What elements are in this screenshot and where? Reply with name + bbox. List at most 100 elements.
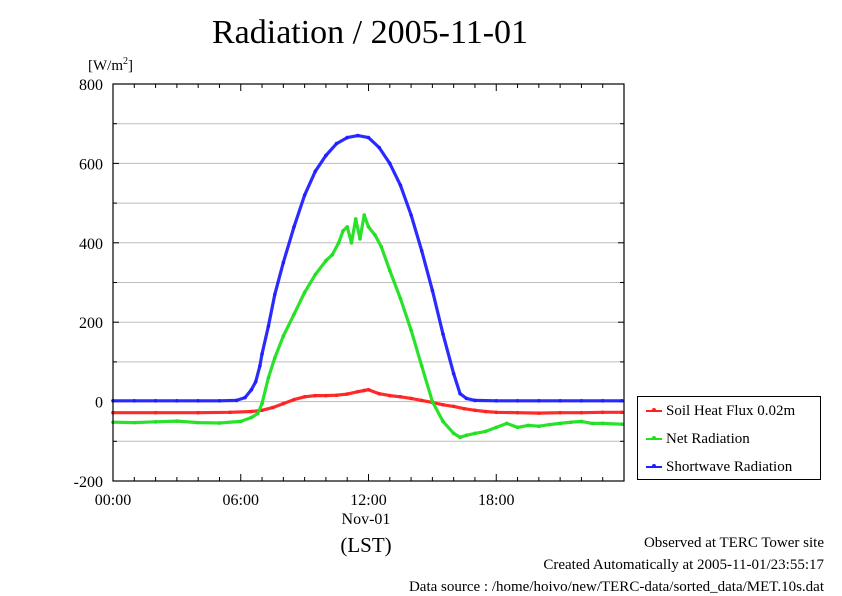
series-point-1 [366, 225, 371, 229]
series-point-1 [153, 420, 158, 424]
series-point-2 [398, 183, 403, 188]
series-point-2 [458, 391, 462, 396]
chart-title: Radiation / 2005-11-01 [211, 14, 529, 51]
legend-label-net: Net Radiation [666, 431, 750, 447]
series-point-2 [132, 399, 137, 403]
series-point-0 [409, 396, 413, 401]
series-point-1 [458, 435, 462, 440]
series-point-2 [387, 161, 392, 166]
series-point-2 [366, 135, 371, 140]
series-point-0 [473, 408, 477, 413]
series-point-0 [494, 410, 499, 415]
series-point-1 [473, 431, 477, 436]
series-point-0 [324, 393, 328, 398]
series-point-0 [249, 409, 254, 414]
series-point-1 [345, 225, 350, 229]
series-point-1 [537, 424, 541, 429]
series-point-0 [292, 397, 296, 402]
series-point-0 [377, 391, 381, 396]
series-point-1 [292, 312, 296, 317]
series-point-1 [387, 268, 392, 273]
chart-legend: Soil Heat Flux 0.02m Net Radiation Short… [637, 396, 821, 480]
series-point-0 [579, 410, 584, 415]
series-point-1 [579, 419, 584, 424]
y-unit-close: ] [128, 58, 133, 74]
series-point-0 [515, 410, 520, 415]
y-tick-label: 400 [79, 236, 103, 253]
series-point-0 [356, 389, 360, 394]
series-point-0 [620, 410, 624, 415]
series-line-2 [111, 134, 624, 403]
series-point-2 [409, 213, 413, 217]
series-point-1 [353, 217, 358, 221]
x-axis-unit-label: (LST) [340, 533, 392, 557]
series-point-0 [419, 398, 424, 403]
series-point-1 [558, 421, 562, 426]
legend-swatch-shortwave [646, 464, 662, 468]
series-point-2 [266, 324, 271, 328]
series-point-0 [398, 395, 403, 399]
series-point-1 [217, 421, 222, 425]
series-point-2 [345, 135, 350, 140]
series-point-2 [258, 364, 262, 368]
y-axis-unit-label: [W/m2] [88, 56, 133, 75]
y-tick-label: 600 [79, 156, 103, 173]
series-point-1 [379, 244, 384, 249]
series-point-1 [620, 422, 624, 427]
series-point-0 [228, 410, 232, 415]
y-unit-superscript: 2 [123, 56, 128, 67]
series-point-1 [483, 429, 488, 434]
series-point-1 [273, 356, 277, 360]
series-point-2 [334, 141, 339, 146]
series-point-0 [270, 405, 275, 410]
series-point-0 [558, 410, 562, 415]
series-point-2 [249, 387, 254, 392]
series-point-0 [302, 395, 307, 399]
x-tick-label: 00:00 [95, 492, 131, 509]
legend-label-soil: Soil Heat Flux 0.02m [666, 403, 796, 419]
footer-created-at: Created Automatically at 2005-11-01/23:5… [543, 557, 824, 573]
y-tick-label: 800 [79, 77, 103, 94]
series-point-1 [409, 328, 413, 332]
series-point-1 [266, 375, 271, 380]
series-point-1 [547, 422, 552, 427]
series-point-0 [313, 393, 318, 398]
series-point-2 [473, 398, 477, 403]
series-point-1 [505, 421, 509, 426]
series-point-2 [234, 398, 239, 403]
series-point-1 [249, 415, 254, 420]
series-point-2 [175, 399, 179, 403]
series-point-1 [373, 233, 377, 237]
series-point-2 [356, 133, 360, 138]
legend-label-shortwave: Shortwave Radiation [666, 459, 793, 475]
series-point-0 [281, 401, 286, 406]
series-point-1 [590, 421, 594, 426]
series-point-1 [281, 334, 286, 338]
series-point-2 [377, 145, 381, 150]
legend-swatch-soil [646, 408, 662, 412]
y-tick-label: 200 [79, 315, 103, 332]
footer-observed-at: Observed at TERC Tower site [643, 535, 824, 551]
series-point-1 [398, 296, 403, 301]
series-point-2 [153, 399, 158, 403]
series-point-1 [600, 421, 605, 426]
series-point-1 [349, 241, 354, 245]
series-point-2 [620, 399, 624, 403]
series-point-1 [464, 433, 469, 438]
y-tick-label: -200 [74, 474, 103, 491]
series-point-0 [462, 406, 467, 411]
series-point-0 [387, 393, 392, 398]
y-tick-label: 0 [95, 395, 103, 412]
series-point-0 [334, 393, 339, 398]
series-point-1 [358, 237, 362, 241]
plot-frame [112, 83, 625, 482]
footer-data-source: Data source : /home/hoivo/new/TERC-data/… [408, 579, 824, 595]
series-point-1 [526, 423, 530, 428]
series-point-2 [260, 352, 264, 356]
series-point-1 [336, 241, 341, 245]
series-point-2 [494, 399, 499, 403]
series-point-0 [153, 410, 158, 415]
series-point-1 [430, 399, 435, 404]
series-point-1 [568, 420, 573, 425]
